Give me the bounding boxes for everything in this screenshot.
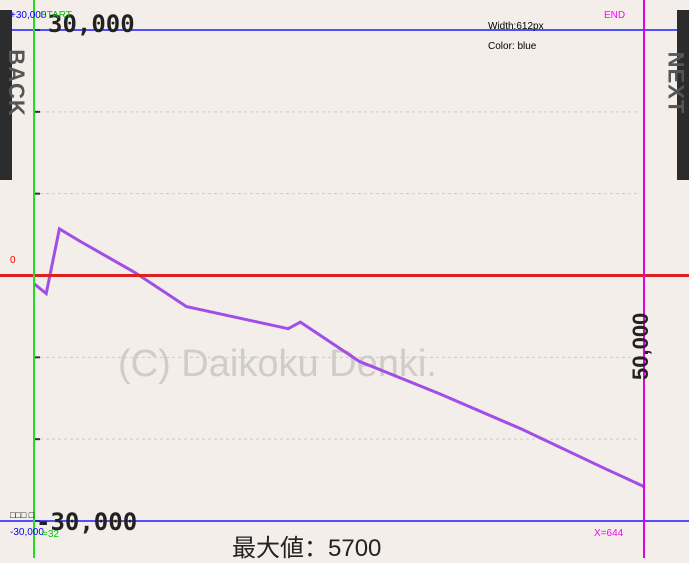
end-label: END (604, 10, 626, 21)
bottom-small-text: □□□ □ (10, 510, 35, 520)
zero-label: 0 (10, 255, 16, 266)
next-tab[interactable] (677, 10, 689, 180)
next-button-label[interactable]: NEXT (663, 51, 689, 115)
right-tick-label: 50,000 (628, 312, 653, 380)
x-end-label: X=644 (594, 528, 624, 539)
bottom-tick-label: -30,000 (36, 508, 138, 536)
back-button-label[interactable]: BACK (3, 49, 29, 117)
x-start-label: =32 (42, 529, 59, 540)
width-label: Width:612px (488, 21, 544, 32)
watermark: (C) Daikoku Denki. (118, 343, 437, 385)
series-line (33, 226, 645, 488)
start-label: START (40, 10, 72, 21)
color-label: Color: blue (488, 41, 537, 52)
back-tab[interactable] (0, 10, 12, 180)
bottom-value-label: -30,000 (10, 527, 44, 538)
top-value-label: +30,000 (10, 10, 47, 21)
top-tick-label: 30,000 (48, 10, 135, 38)
